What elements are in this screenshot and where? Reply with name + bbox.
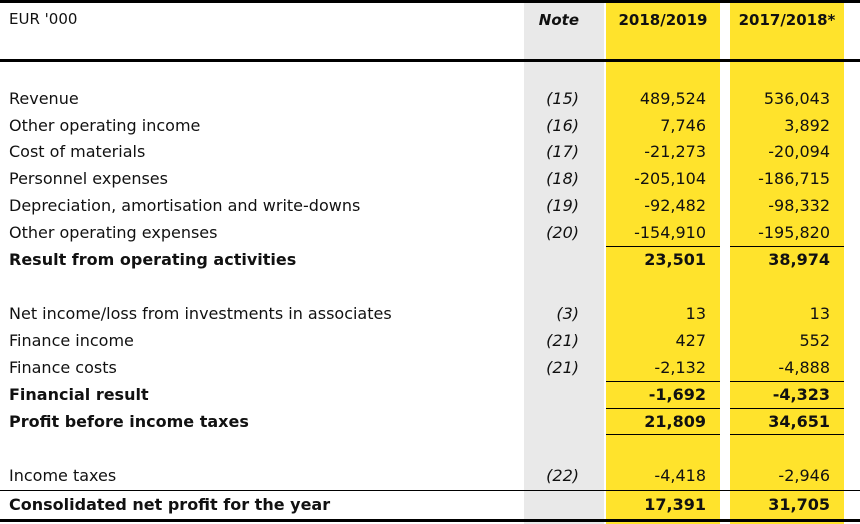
table-top-rule: [0, 0, 860, 3]
row-value-2018-2019: -4,418: [654, 466, 706, 485]
row-note: (22): [546, 466, 579, 485]
row-value-2017-2018: -195,820: [758, 223, 830, 242]
row-value-2017-2018: -4,888: [778, 358, 830, 377]
row-value-2018-2019: -205,104: [634, 169, 706, 188]
row-value-2018-2019: 17,391: [644, 495, 706, 514]
row-label: Profit before income taxes: [9, 412, 249, 431]
row-value-2017-2018: 13: [809, 304, 830, 323]
year-2018-2019-column-highlight: [606, 0, 720, 524]
row-value-2018-2019: 21,809: [644, 412, 706, 431]
row-value-2017-2018: 536,043: [763, 89, 830, 108]
row-label: Cost of materials: [9, 142, 146, 161]
row-note: (17): [546, 142, 579, 161]
row-note: (21): [546, 358, 579, 377]
row-value-2018-2019: 23,501: [644, 250, 706, 269]
row-label: Financial result: [9, 385, 149, 404]
row-note: (18): [546, 169, 579, 188]
row-value-2017-2018: 552: [799, 331, 830, 350]
row-note: (16): [546, 116, 579, 135]
row-value-2017-2018: 34,651: [768, 412, 830, 431]
row-label: Depreciation, amortisation and write-dow…: [9, 196, 361, 215]
row-note: (15): [546, 89, 579, 108]
row-value-2017-2018: -98,332: [768, 196, 830, 215]
row-note: (3): [556, 304, 579, 323]
subtotal-rule-col1: [606, 246, 720, 247]
row-value-2018-2019: 7,746: [660, 116, 706, 135]
row-label: Net income/loss from investments in asso…: [9, 304, 392, 323]
row-value-2018-2019: -1,692: [648, 385, 706, 404]
row-value-2018-2019: -21,273: [644, 142, 706, 161]
row-value-2017-2018: -2,946: [778, 466, 830, 485]
row-label: Revenue: [9, 89, 79, 108]
header-bottom-rule: [0, 59, 860, 62]
row-value-2017-2018: 31,705: [768, 495, 830, 514]
row-note: (21): [546, 331, 579, 350]
row-label: Other operating income: [9, 116, 201, 135]
row-value-2018-2019: -154,910: [634, 223, 706, 242]
subtotal-rule-col1: [606, 408, 720, 409]
row-value-2018-2019: -92,482: [644, 196, 706, 215]
row-label: Consolidated net profit for the year: [9, 495, 331, 514]
subtotal-rule-col1: [606, 434, 720, 435]
note-column-background: [524, 0, 604, 524]
subtotal-rule-col2: [730, 381, 844, 382]
row-label: Finance income: [9, 331, 134, 350]
row-note: (19): [546, 196, 579, 215]
column-header-2018-2019: 2018/2019: [618, 11, 708, 29]
row-value-2017-2018: -4,323: [772, 385, 830, 404]
subtotal-rule-col1: [606, 381, 720, 382]
row-label: Result from operating activities: [9, 250, 297, 269]
row-label: Other operating expenses: [9, 223, 218, 242]
row-label: Finance costs: [9, 358, 117, 377]
row-note: (20): [546, 223, 579, 242]
column-header-2017-2018: 2017/2018*: [738, 11, 836, 29]
total-rule-bottom: [0, 519, 860, 522]
row-value-2018-2019: -2,132: [654, 358, 706, 377]
row-value-2017-2018: 3,892: [784, 116, 830, 135]
row-label: Personnel expenses: [9, 169, 168, 188]
row-label: Income taxes: [9, 466, 117, 485]
row-value-2017-2018: -186,715: [758, 169, 830, 188]
total-rule-top: [0, 490, 860, 491]
subtotal-rule-col2: [730, 246, 844, 247]
subtotal-rule-col2: [730, 408, 844, 409]
subtotal-rule-col2: [730, 434, 844, 435]
row-value-2018-2019: 13: [685, 304, 706, 323]
row-value-2017-2018: 38,974: [768, 250, 830, 269]
row-value-2017-2018: -20,094: [768, 142, 830, 161]
row-value-2018-2019: 489,524: [639, 89, 706, 108]
note-column-header: Note: [538, 11, 579, 29]
unit-label: EUR '000: [9, 10, 78, 28]
year-2017-2018-column-highlight: [730, 0, 844, 524]
row-value-2018-2019: 427: [675, 331, 706, 350]
